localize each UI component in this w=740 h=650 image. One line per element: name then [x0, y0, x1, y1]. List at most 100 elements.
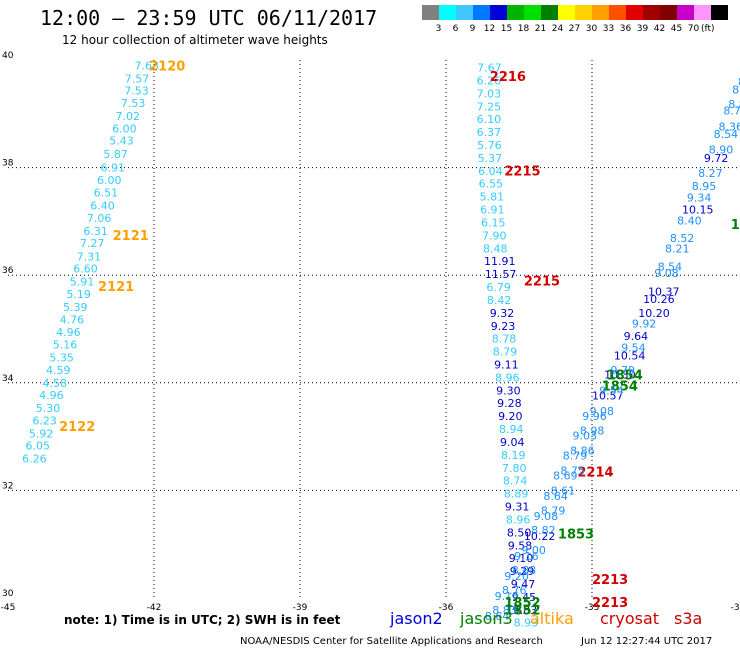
- wave-height-value: 11.57: [485, 268, 517, 281]
- wave-height-value: 9.64: [624, 330, 649, 343]
- wave-height-value: 8.96: [506, 513, 531, 526]
- wave-height-value: 9.72: [704, 152, 729, 165]
- wave-height-value: 6.51: [94, 186, 119, 199]
- wave-height-value: 8.42: [487, 294, 512, 307]
- wave-height-value: 8.98: [580, 425, 605, 438]
- wave-height-value: 8.54: [658, 261, 683, 274]
- x-tick-label: -36: [439, 603, 454, 613]
- wave-height-value: 8.72: [723, 105, 740, 118]
- wave-height-value: 8.21: [665, 242, 690, 255]
- wave-height-value: 7.67: [477, 62, 502, 75]
- wave-height-value: 8.95: [738, 76, 740, 89]
- wave-height-value: 8.52: [670, 232, 695, 245]
- scale-label: 21: [534, 24, 547, 34]
- wave-height-value: 11.91: [484, 255, 515, 268]
- scale-label: 33: [602, 24, 615, 34]
- wave-height-value: 5.43: [109, 135, 134, 148]
- wave-height-value: 8.88: [512, 564, 537, 577]
- wave-height-value: 10.26: [643, 293, 675, 306]
- y-tick-label: 36: [2, 266, 14, 276]
- wave-height-value: 9.11: [494, 359, 519, 372]
- pass-time-label: 1854: [607, 369, 643, 384]
- wave-height-value: 7.80: [502, 462, 527, 475]
- wave-height-value: 8.76: [502, 584, 527, 597]
- x-tick-label: -39: [293, 603, 308, 613]
- scale-swatch: [643, 5, 660, 20]
- scale-swatch: [575, 5, 592, 20]
- y-tick-label: 30: [2, 589, 14, 599]
- wave-height-value: 8.64: [485, 610, 510, 623]
- wave-height-value: 9.54: [621, 341, 646, 354]
- wave-height-value: 9.32: [490, 307, 515, 320]
- wave-height-value: 7.90: [482, 229, 507, 242]
- wave-height-value: 4.96: [39, 389, 64, 402]
- wave-height-value: 8.19: [501, 449, 526, 462]
- legend-altika: altika: [530, 609, 574, 628]
- scale-swatch: [711, 5, 728, 20]
- wave-height-value: 8.40: [677, 214, 702, 227]
- wave-height-value: 6.10: [477, 113, 502, 126]
- wave-height-value: 9.20: [504, 570, 529, 583]
- wave-height-value: 9.03: [573, 430, 598, 443]
- pass-time-label: 2120: [149, 59, 185, 74]
- wave-height-value: 10.57: [592, 390, 624, 403]
- wave-height-value: 5.91: [70, 276, 95, 289]
- wave-height-value: 6.04: [478, 165, 503, 178]
- pass-time-label: 2215: [504, 164, 540, 179]
- wave-height-value: 5.76: [477, 139, 502, 152]
- wave-height-value: 9.47: [511, 578, 536, 591]
- wave-height-value: 6.23: [32, 414, 57, 427]
- legend-jason3: jason3: [460, 609, 513, 628]
- wave-height-value: 8.74: [503, 475, 528, 488]
- pass-time-label: 1852: [504, 603, 540, 618]
- x-tick-label: -30: [731, 603, 740, 613]
- scale-label: 18: [517, 24, 530, 34]
- legend-s3a: s3a: [674, 609, 703, 628]
- wave-height-value: 8.94: [499, 423, 523, 436]
- wave-height-value: 8.85: [728, 98, 740, 111]
- wave-height-value: 9.96: [582, 410, 607, 423]
- wave-height-value: 6.26: [22, 453, 47, 466]
- wave-height-value: 6.91: [100, 162, 125, 175]
- wave-height-value: 9.79: [610, 364, 635, 377]
- wave-height-value: 7.25: [477, 100, 502, 113]
- wave-height-value: 10.30: [604, 369, 636, 382]
- legend-cryosat: cryosat: [600, 609, 660, 628]
- pass-time-label: 1854: [602, 379, 638, 394]
- wave-height-value: 10.54: [614, 349, 646, 362]
- wave-height-value: 8.79: [493, 346, 517, 359]
- wave-height-value: 5.39: [63, 301, 88, 314]
- wave-height-value: 10.20: [638, 307, 670, 320]
- wave-height-value: 10.15: [682, 204, 714, 217]
- wave-height-value: 9.29: [510, 565, 534, 578]
- wave-height-value: 6.00: [97, 174, 122, 187]
- scale-swatch: [592, 5, 609, 20]
- wave-height-value: 6.15: [481, 216, 506, 229]
- wave-height-value: 6.37: [477, 126, 502, 139]
- wave-height-value: 5.87: [103, 148, 128, 161]
- pass-time-label: 1852: [504, 596, 540, 611]
- pass-time-label: 2214: [577, 466, 613, 481]
- pass-time-label: 1853: [558, 527, 594, 542]
- scale-swatch: [507, 5, 524, 20]
- wave-height-value: 4.96: [56, 326, 81, 339]
- wave-height-value: 9.83: [513, 604, 538, 617]
- wave-height-value: 9.16: [514, 550, 539, 563]
- pass-time-label: 2122: [59, 420, 95, 435]
- wave-height-value: 9.04: [500, 436, 525, 449]
- scale-swatch: [422, 5, 439, 20]
- wave-height-value: 6.60: [73, 263, 98, 276]
- wave-height-value: 9.23: [491, 320, 515, 333]
- scale-swatch: [439, 5, 456, 20]
- wave-height-value: 9.08: [534, 510, 559, 523]
- wave-height-value: 8.93: [514, 617, 539, 630]
- wave-height-value: 9.28: [497, 397, 521, 410]
- wave-height-value: 5.92: [29, 427, 54, 440]
- wave-height-value: 8.79: [563, 449, 588, 462]
- scale-label: 70: [687, 24, 700, 34]
- wave-height-value: 9.54: [599, 384, 624, 397]
- wave-height-value: 7.27: [80, 237, 105, 250]
- wave-height-value: 8.83: [492, 604, 517, 617]
- pass-time-label: 2213: [592, 573, 628, 588]
- chart-title: 12:00 — 23:59 UTC 06/11/2017: [40, 6, 378, 30]
